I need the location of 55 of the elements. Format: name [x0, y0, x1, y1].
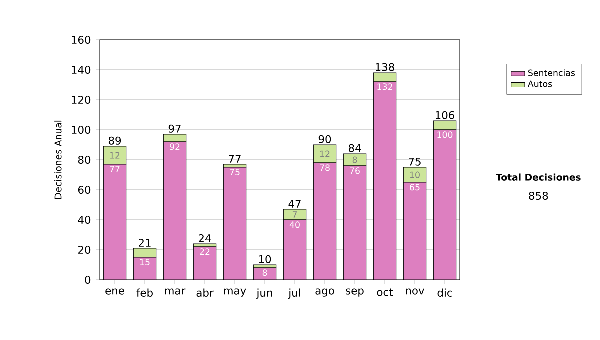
data-label: 12 [110, 152, 120, 159]
x-tick-label: ago [316, 288, 334, 297]
data-label: 8 [352, 156, 358, 164]
y-tick-label: 160 [72, 36, 91, 44]
legend-label: Autos [528, 80, 552, 88]
y-tick-label: 140 [72, 66, 91, 74]
total-label: 89 [108, 136, 122, 145]
data-label: 132 [378, 84, 392, 90]
total-label: 138 [376, 63, 394, 72]
legend-label: Sentencias [528, 70, 576, 76]
data-label: 12 [320, 150, 330, 158]
data-label: 78 [320, 164, 330, 172]
total-label: 47 [288, 200, 301, 208]
y-tick-label: 60 [78, 186, 91, 194]
total-label: 97 [168, 124, 181, 133]
data-label: 100 [438, 132, 453, 138]
x-tick-label: dic [438, 288, 452, 297]
x-tick-label: oct [377, 288, 394, 296]
x-tick-label: may [224, 288, 246, 297]
total-label: 84 [348, 144, 362, 152]
x-tick-label: nov [406, 288, 424, 295]
total-label: 75 [409, 158, 421, 166]
y-tick-label: 120 [72, 96, 91, 104]
data-label: 77 [110, 166, 120, 172]
y-tick-label: 40 [78, 216, 91, 224]
x-tick-label: feb [136, 288, 153, 297]
data-label: 15 [140, 259, 150, 266]
data-label: 40 [290, 222, 300, 228]
total-label: 90 [318, 135, 332, 144]
data-label: 75 [230, 169, 240, 176]
total-label: 77 [229, 155, 241, 163]
x-tick-label: jul [288, 288, 300, 300]
y-tick-label: 100 [72, 126, 91, 134]
total-label: 21 [138, 238, 151, 247]
total-label: 106 [436, 111, 454, 120]
total-label: 10 [259, 255, 272, 264]
text: 858 [529, 192, 548, 200]
data-label: 10 [410, 172, 420, 178]
y-tick-label: 20 [78, 246, 91, 254]
total-label: 24 [198, 234, 212, 242]
x-tick-label: ene [106, 288, 124, 295]
x-tick-label: abr [196, 288, 214, 297]
x-tick-label: mar [165, 288, 186, 295]
x-tick-label: jun [256, 288, 272, 300]
x-tick-label: sep [346, 288, 364, 297]
y-tick-label: 80 [78, 156, 91, 164]
data-label: 8 [262, 270, 268, 276]
y-tick-label: 0 [85, 276, 91, 284]
data-label: 7 [292, 212, 298, 218]
y-axis-title: Decisiones Anual [54, 120, 62, 199]
data-label: 76 [350, 168, 360, 174]
data-label: 65 [410, 184, 420, 191]
data-label: 92 [170, 144, 180, 150]
text: Total Decisiones [496, 174, 581, 181]
data-label: 22 [200, 248, 210, 256]
